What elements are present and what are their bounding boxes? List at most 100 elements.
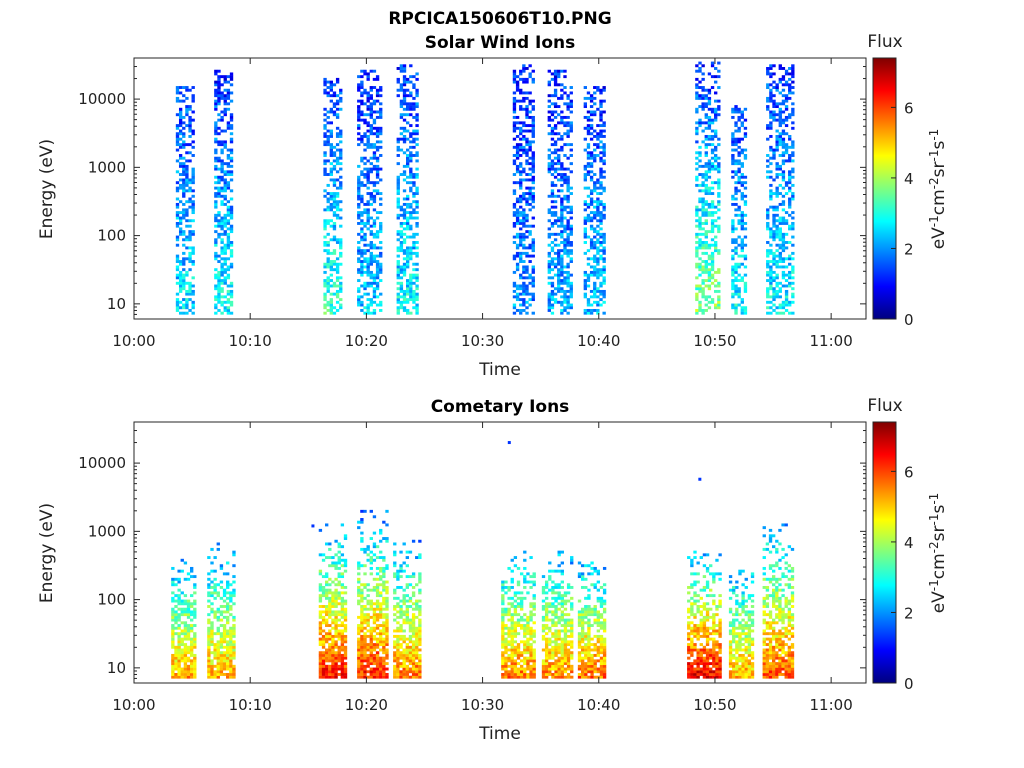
- heatmap-cell: [602, 216, 606, 220]
- heatmap-cell: [375, 230, 380, 234]
- heatmap-cell: [325, 542, 329, 546]
- heatmap-cell: [402, 107, 407, 111]
- heatmap-cell: [385, 580, 389, 584]
- heatmap-cell: [695, 126, 699, 130]
- heatmap-cell: [321, 615, 326, 619]
- heatmap-cell: [363, 664, 367, 668]
- heatmap-cell: [515, 156, 520, 160]
- heatmap-cell: [402, 241, 407, 244]
- heatmap-cell: [334, 588, 338, 592]
- heatmap-cell: [772, 219, 776, 223]
- heatmap-cell: [382, 607, 386, 611]
- heatmap-cell: [586, 154, 591, 157]
- heatmap-cell: [586, 164, 591, 168]
- heatmap-cell: [214, 219, 218, 223]
- heatmap-cell: [707, 99, 712, 103]
- heatmap-cell: [701, 175, 705, 179]
- heatmap-cell: [219, 651, 224, 655]
- heatmap-cell: [220, 232, 224, 236]
- heatmap-cell: [396, 605, 400, 608]
- heatmap-cell: [769, 145, 773, 149]
- heatmap-cell: [217, 178, 221, 182]
- heatmap-cell: [528, 129, 532, 133]
- heatmap-cell: [335, 77, 340, 81]
- heatmap-cell: [186, 572, 191, 576]
- heatmap-cell: [357, 632, 361, 636]
- heatmap-cell: [177, 624, 181, 627]
- heatmap-cell: [335, 178, 340, 182]
- heatmap-cell: [214, 194, 218, 198]
- heatmap-cell: [602, 99, 606, 103]
- heatmap-cell: [418, 618, 422, 622]
- heatmap-cell: [510, 667, 514, 671]
- heatmap-cell: [515, 213, 520, 217]
- heatmap-cell: [418, 607, 422, 611]
- heatmap-cell: [772, 270, 776, 274]
- heatmap-cell: [710, 151, 715, 155]
- heatmap-cell: [778, 257, 782, 261]
- heatmap-cell: [337, 591, 341, 595]
- heatmap-cell: [510, 626, 514, 630]
- heatmap-cell: [522, 303, 526, 307]
- heatmap-cell: [710, 257, 715, 261]
- heatmap-cell: [553, 213, 558, 217]
- heatmap-cell: [525, 235, 529, 239]
- heatmap-cell: [714, 99, 718, 103]
- heatmap-cell: [375, 268, 380, 272]
- heatmap-cell: [408, 640, 413, 644]
- heatmap-cell: [171, 637, 175, 641]
- heatmap-cell: [340, 523, 345, 527]
- heatmap-cell: [698, 67, 702, 70]
- heatmap-cell: [791, 64, 795, 68]
- heatmap-cell: [363, 72, 367, 76]
- heatmap-cell: [515, 143, 520, 147]
- heatmap-cell: [560, 265, 564, 269]
- heatmap-cell: [519, 219, 523, 223]
- heatmap-cell: [525, 213, 529, 217]
- heatmap-cell: [409, 213, 413, 217]
- heatmap-cell: [183, 645, 188, 649]
- heatmap-cell: [525, 276, 529, 280]
- heatmap-cell: [701, 189, 705, 193]
- heatmap-cell: [216, 632, 220, 636]
- heatmap-cell: [226, 602, 230, 606]
- heatmap-cell: [379, 659, 383, 663]
- heatmap-cell: [188, 287, 192, 291]
- heatmap-cell: [501, 629, 505, 633]
- heatmap-cell: [769, 72, 773, 76]
- heatmap-cell: [791, 311, 795, 315]
- heatmap-cell: [563, 167, 567, 171]
- heatmap-cell: [566, 156, 570, 160]
- heatmap-cell: [328, 556, 332, 560]
- heatmap-cell: [175, 224, 180, 228]
- heatmap-cell: [415, 643, 419, 647]
- heatmap-cell: [232, 580, 236, 584]
- heatmap-cell: [213, 613, 217, 617]
- heatmap-cell: [229, 613, 233, 617]
- heatmap-cell: [393, 675, 397, 679]
- heatmap-cell: [393, 553, 397, 557]
- heatmap-cell: [177, 634, 181, 638]
- heatmap-cell: [531, 295, 535, 299]
- heatmap-cell: [596, 178, 600, 182]
- heatmap-cell: [360, 181, 364, 185]
- heatmap-cell: [704, 183, 708, 187]
- heatmap-cell: [547, 300, 551, 304]
- heatmap-cell: [226, 186, 231, 190]
- heatmap-cell: [396, 162, 400, 166]
- heatmap-cell: [229, 137, 234, 141]
- heatmap-cell: [331, 675, 335, 679]
- heatmap-cell: [409, 295, 413, 299]
- heatmap-cell: [599, 232, 603, 236]
- heatmap-cell: [366, 105, 370, 109]
- heatmap-cell: [406, 94, 410, 98]
- heatmap-cell: [512, 105, 517, 109]
- heatmap-cell: [185, 300, 189, 304]
- heatmap-cell: [214, 273, 218, 277]
- heatmap-cell: [379, 615, 383, 619]
- heatmap-cell: [402, 96, 407, 100]
- heatmap-cell: [193, 640, 197, 644]
- heatmap-cell: [522, 91, 526, 95]
- heatmap-cell: [375, 566, 380, 570]
- heatmap-cell: [778, 164, 782, 168]
